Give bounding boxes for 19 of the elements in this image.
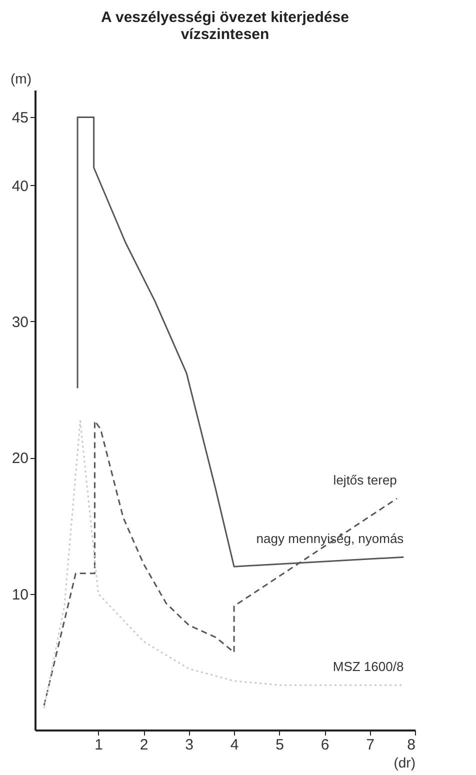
y-tick-label: 20 <box>12 450 28 468</box>
x-tick-label: 3 <box>185 736 194 754</box>
x-tick-label: 4 <box>230 736 239 754</box>
y-tick-label: 45 <box>12 110 28 127</box>
series-label: lejtős terep <box>333 472 397 488</box>
x-tick-label: 2 <box>140 736 148 754</box>
y-axis-title: (m) <box>10 70 32 86</box>
x-axis-title: (dr) <box>394 754 416 770</box>
series-label: nagy mennyiség, nyomás <box>256 531 404 546</box>
x-tick-label: 8 <box>407 736 416 754</box>
x-tick-label: 5 <box>276 736 284 754</box>
x-tick-label: 7 <box>366 736 374 754</box>
chart-title: A veszélyességi övezet kiterjedése vízszintesen <box>101 9 349 43</box>
y-tick-label: 30 <box>12 314 28 331</box>
x-tick-label: 6 <box>320 736 330 754</box>
x-tick-label: 1 <box>94 736 104 754</box>
y-tick-label: 10 <box>12 586 28 604</box>
series-label: MSZ 1600/8 <box>332 659 404 674</box>
y-tick-label: 40 <box>12 178 28 195</box>
